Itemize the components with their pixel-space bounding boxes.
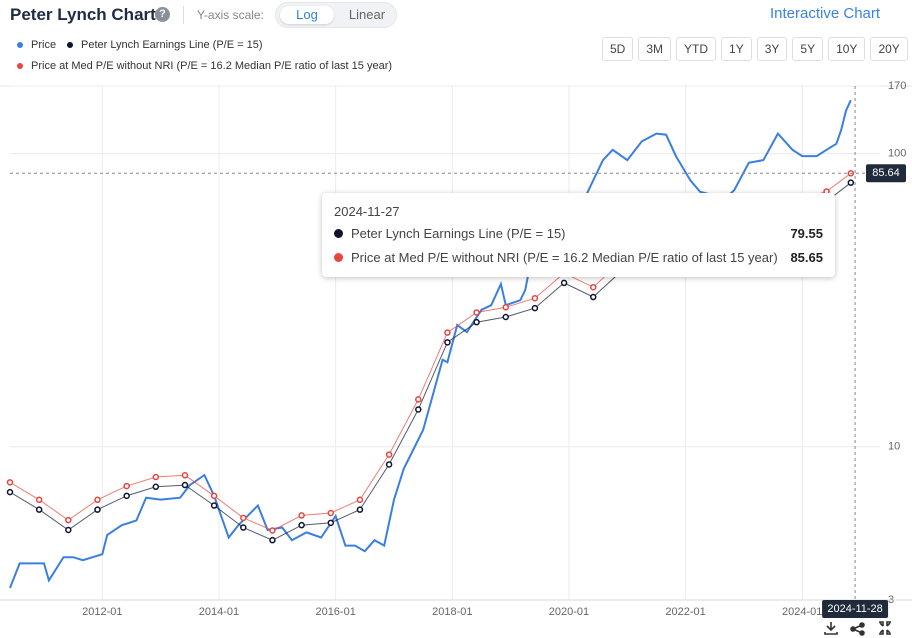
- data-point: [65, 526, 72, 534]
- data-point: [269, 536, 276, 544]
- data-point: [385, 461, 393, 468]
- scale-toggle: Log Linear: [275, 2, 397, 28]
- data-point: [298, 521, 305, 529]
- data-point: [94, 506, 101, 513]
- data-point: [415, 396, 422, 403]
- toolbar-icons[interactable]: [824, 621, 891, 636]
- data-point: [181, 472, 189, 479]
- x-tick-label: 2024-01: [782, 606, 822, 618]
- legend-dot: [17, 42, 23, 48]
- range-button[interactable]: 10Y: [828, 37, 866, 61]
- help-icon[interactable]: ?: [155, 7, 170, 22]
- data-point: [560, 279, 568, 287]
- legend-dot: [17, 63, 23, 69]
- x-tick-label: 2014-01: [199, 606, 239, 618]
- range-button[interactable]: 20Y: [870, 37, 908, 61]
- tooltip-dot: [334, 229, 343, 238]
- range-button[interactable]: 3Y: [756, 37, 788, 61]
- data-point: [473, 309, 480, 316]
- data-point: [152, 473, 160, 481]
- range-button[interactable]: 3M: [638, 37, 672, 61]
- x-tick-label: 2020-01: [549, 606, 589, 618]
- data-point: [240, 514, 247, 522]
- crosshair-y-box: [866, 164, 906, 183]
- range-button[interactable]: 1Y: [721, 37, 752, 61]
- y-tick-label: 100: [888, 147, 906, 159]
- data-point: [356, 506, 364, 513]
- legend-label: Price at Med P/E without NRI (P/E = 16.2…: [31, 60, 392, 72]
- x-tick-label: 2018-01: [432, 606, 472, 618]
- data-point: [356, 496, 364, 504]
- tooltip-row: Peter Lynch Earnings Line (P/E = 15) 79.5…: [334, 226, 823, 241]
- data-point: [298, 512, 305, 519]
- data-point: [35, 496, 43, 504]
- data-point: [502, 304, 510, 311]
- x-tick-label: 2016-01: [315, 606, 355, 618]
- data-point: [473, 318, 480, 326]
- data-point: [269, 527, 276, 534]
- download-icon: [824, 622, 838, 635]
- data-point: [65, 516, 72, 524]
- data-point: [589, 283, 597, 291]
- share-dot: [859, 630, 865, 636]
- y-tick-label: 10: [888, 441, 900, 453]
- x-tick-label: 2022-01: [665, 606, 705, 618]
- data-point: [123, 482, 130, 490]
- share-dot: [850, 626, 856, 632]
- scale-option[interactable]: Linear: [348, 7, 386, 22]
- tooltip-dot: [334, 253, 343, 262]
- data-point: [589, 293, 597, 301]
- page-title: Peter Lynch Chart: [10, 5, 156, 24]
- data-point: [444, 329, 451, 336]
- expand-icon: [879, 621, 891, 635]
- interactive-link[interactable]: Interactive Chart: [770, 5, 881, 22]
- data-point: [6, 479, 14, 486]
- data-point: [210, 492, 218, 500]
- crosshair-x-box: [822, 600, 889, 618]
- data-point: [531, 304, 539, 312]
- data-point: [181, 481, 189, 489]
- data-point: [152, 483, 160, 491]
- tooltip-value: 79.55: [790, 226, 823, 241]
- tooltip-date: 2024-11-27: [334, 204, 400, 219]
- crosshair-x-label: 2024-11-28: [827, 603, 882, 615]
- tooltip-name: Price at Med P/E without NRI (P/E = 16.2…: [351, 250, 778, 265]
- data-point: [210, 502, 218, 509]
- range-buttons: 5D3MYTD1Y3Y5Y10Y20YAll: [602, 37, 912, 61]
- tooltip-row: Price at Med P/E without NRI (P/E = 16.2…: [334, 250, 823, 265]
- legend-label: Peter Lynch Earnings Line (P/E = 15): [81, 39, 263, 51]
- x-tick-label: 2012-01: [82, 606, 122, 618]
- data-point: [415, 406, 422, 413]
- data-point: [444, 339, 451, 346]
- legend-dot: [67, 42, 73, 48]
- data-point: [240, 524, 247, 531]
- scale-option[interactable]: Log: [280, 6, 334, 24]
- range-button[interactable]: 5Y: [792, 37, 824, 61]
- data-point: [327, 509, 335, 517]
- scale-label: Y-axis scale:: [197, 8, 264, 22]
- crosshair-y-label: 85.64: [872, 167, 900, 179]
- data-point: [502, 313, 510, 321]
- range-button[interactable]: YTD: [676, 37, 717, 61]
- data-point: [35, 506, 43, 513]
- tooltip: 2024-11-27 Peter Lynch Earnings Line (P/…: [322, 193, 835, 277]
- tooltip-value: 85.65: [790, 250, 823, 265]
- data-point: [385, 451, 393, 458]
- separator: [183, 6, 184, 24]
- data-point: [531, 294, 539, 302]
- tooltip-name: Peter Lynch Earnings Line (P/E = 15): [351, 226, 566, 241]
- range-button[interactable]: 5D: [602, 37, 634, 61]
- data-point: [847, 179, 855, 186]
- data-point: [123, 492, 130, 500]
- data-point: [327, 519, 335, 527]
- data-point: [94, 496, 101, 504]
- share-dot: [859, 622, 865, 628]
- legend-label: Price: [31, 39, 56, 51]
- data-point: [6, 488, 14, 496]
- y-tick-label: 170: [888, 80, 906, 92]
